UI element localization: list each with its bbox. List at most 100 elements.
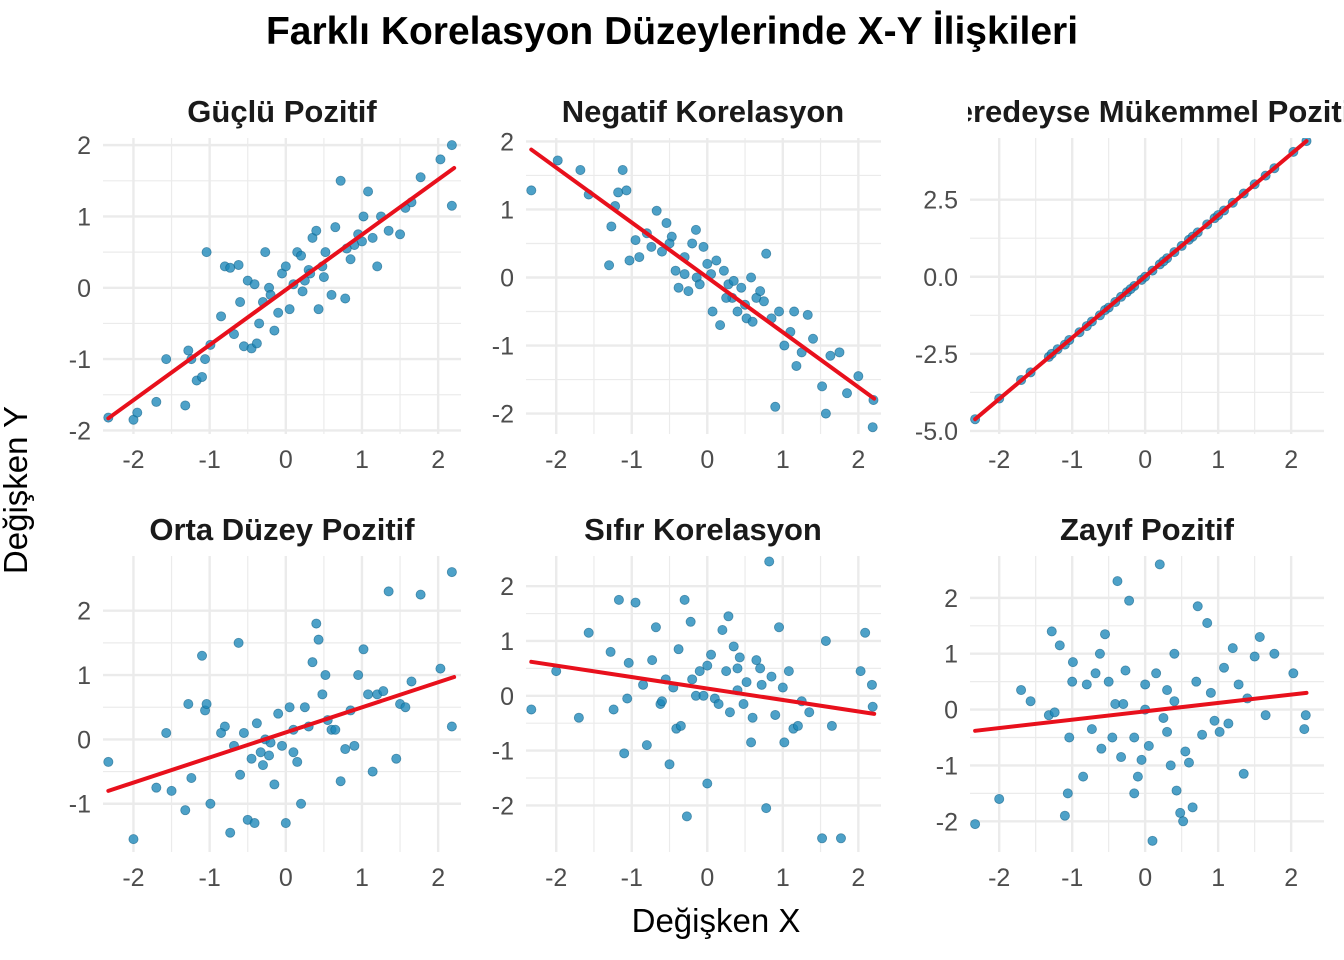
- data-point: [1171, 785, 1182, 796]
- x-tick-label: 0: [700, 864, 714, 892]
- data-point: [216, 727, 227, 738]
- x-tick-label: 1: [355, 446, 369, 474]
- data-point: [1140, 679, 1151, 690]
- data-point: [860, 627, 871, 638]
- data-point: [363, 689, 374, 700]
- x-tick-label: -1: [1061, 446, 1083, 474]
- y-tick-label: 0.0: [923, 264, 958, 292]
- data-point: [1300, 710, 1311, 721]
- data-point: [1067, 657, 1078, 668]
- data-point: [717, 625, 728, 636]
- x-tick-label: 2: [851, 446, 865, 474]
- data-point: [1147, 835, 1158, 846]
- data-point: [630, 235, 641, 246]
- data-point: [1187, 802, 1198, 813]
- data-point: [661, 218, 672, 229]
- data-point: [751, 655, 762, 666]
- data-point: [307, 657, 318, 668]
- y-tick-label: 1: [77, 203, 91, 231]
- data-point: [201, 699, 212, 710]
- panel-5: -2 -1 0 1 2 -2 -1 0 1 2 Sıfır Korelasyon: [492, 512, 881, 892]
- panel-title: Sıfır Korelasyon: [584, 512, 822, 547]
- data-point: [249, 818, 260, 829]
- data-point: [251, 338, 262, 349]
- panel-plot-area: [526, 147, 879, 433]
- data-point: [835, 833, 846, 844]
- y-tick-label: 0: [944, 697, 958, 725]
- data-point: [702, 258, 713, 269]
- data-point: [605, 646, 616, 657]
- data-point: [1158, 712, 1169, 723]
- data-point: [994, 793, 1005, 804]
- x-tick-label: 1: [1211, 864, 1225, 892]
- panel-2: -2 -1 0 1 2 -2 -1 0 1 2 Negatif Korelasyon: [492, 94, 881, 474]
- data-point: [260, 247, 271, 258]
- data-point: [249, 279, 260, 290]
- data-point: [1103, 676, 1114, 687]
- data-point: [802, 309, 813, 320]
- x-tick-label: 0: [279, 446, 293, 474]
- data-point: [358, 211, 369, 222]
- data-point: [834, 347, 845, 358]
- y-tick-label: 0: [77, 726, 91, 754]
- data-point: [758, 296, 769, 307]
- data-point: [151, 782, 162, 793]
- data-point: [641, 740, 652, 751]
- data-point: [1254, 631, 1265, 642]
- data-point: [1054, 640, 1065, 651]
- x-tick-label: -2: [122, 446, 144, 474]
- data-point: [311, 618, 322, 629]
- y-tick-label: 1: [944, 641, 958, 669]
- data-point: [395, 229, 406, 240]
- data-point: [415, 589, 426, 600]
- data-point: [604, 260, 615, 271]
- data-point: [694, 279, 705, 290]
- data-point: [383, 586, 394, 597]
- data-point: [623, 657, 634, 668]
- data-point: [345, 254, 356, 265]
- data-point: [679, 594, 690, 605]
- data-point: [276, 740, 287, 751]
- data-point: [205, 798, 216, 809]
- data-point: [200, 354, 211, 365]
- data-point: [634, 252, 645, 263]
- data-point: [746, 272, 757, 283]
- y-tick-label: -2: [492, 792, 514, 820]
- y-tick-label: 2: [500, 573, 514, 601]
- y-tick-label: 2: [77, 598, 91, 626]
- data-point: [855, 666, 866, 677]
- data-point: [638, 679, 649, 690]
- data-point: [255, 747, 266, 758]
- x-tick-label: -2: [545, 864, 567, 892]
- x-tick-label: -2: [988, 864, 1010, 892]
- data-point: [734, 652, 745, 663]
- data-point: [1219, 662, 1230, 673]
- data-point: [685, 616, 696, 627]
- data-point: [741, 677, 752, 688]
- panel-plot-area: [970, 138, 1312, 425]
- data-point: [1233, 679, 1244, 690]
- data-point: [702, 660, 713, 671]
- data-point: [1049, 707, 1060, 718]
- data-point: [820, 635, 831, 646]
- data-point: [723, 611, 734, 622]
- data-point: [238, 727, 249, 738]
- data-point: [391, 753, 402, 764]
- data-point: [367, 766, 378, 777]
- data-point: [1090, 668, 1101, 679]
- panel-plot-area: [970, 559, 1311, 846]
- data-point: [235, 769, 246, 780]
- data-point: [251, 718, 262, 729]
- data-point: [1067, 676, 1078, 687]
- data-point: [647, 655, 658, 666]
- y-tick-label: -5.0: [915, 418, 958, 446]
- data-point: [311, 225, 322, 236]
- data-point: [675, 720, 686, 731]
- data-point: [702, 778, 713, 789]
- data-point: [713, 699, 724, 710]
- data-point: [820, 408, 831, 419]
- data-point: [770, 709, 781, 720]
- data-point: [770, 401, 781, 412]
- data-point: [1112, 576, 1123, 587]
